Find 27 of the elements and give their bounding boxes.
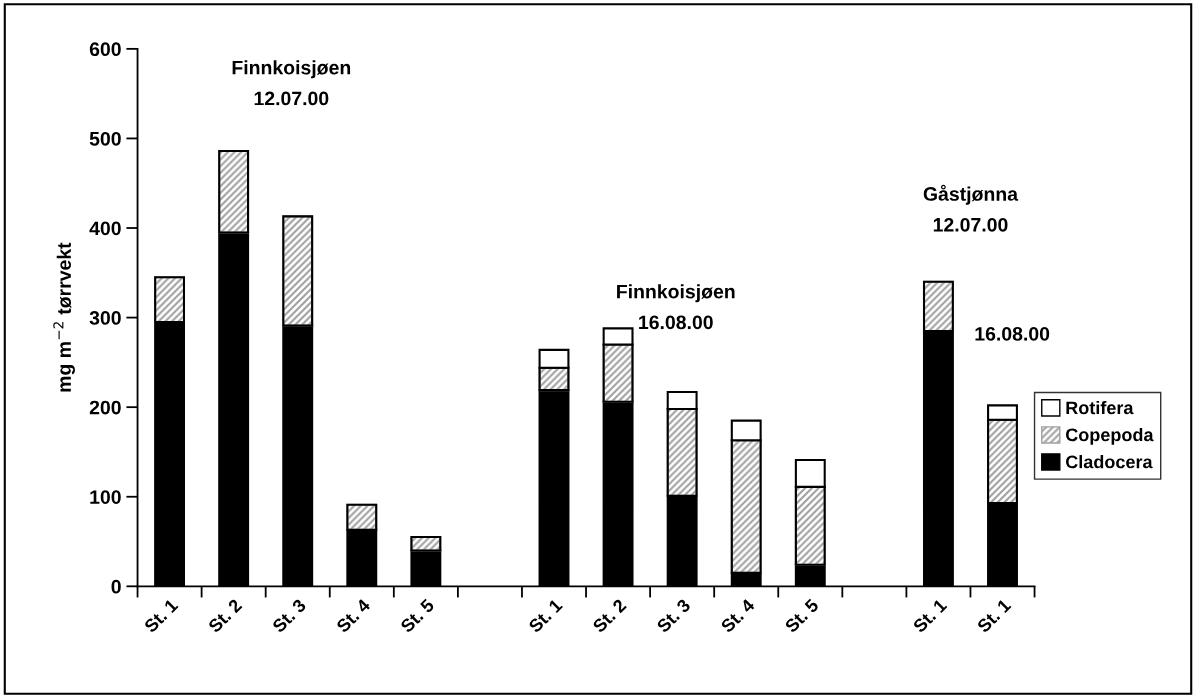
y-tick-label: 600 xyxy=(89,42,121,57)
x-tick-label: St. 3 xyxy=(655,598,692,634)
y-tick-label: 100 xyxy=(90,490,121,504)
x-tick-label: St. 4 xyxy=(335,597,372,634)
annotation: Gåstjønna 12.07.00 xyxy=(923,184,1019,232)
y-axis-title: mg m$^{−2}$ tørrvekt xyxy=(53,242,75,392)
y-tick-label: 200 xyxy=(89,400,121,415)
legend-label: Copepoda xyxy=(1065,428,1154,445)
annotation: Finnkoisjøen 12.07.00 xyxy=(232,60,351,106)
x-tick-label: St. 5 xyxy=(784,598,820,634)
legend-label: Rotifera xyxy=(1066,400,1134,415)
x-tick-label: St. 1 xyxy=(143,598,179,634)
legend-label: Cladocera xyxy=(1065,455,1153,469)
x-tick-label: St. 1 xyxy=(527,598,564,634)
x-tick-label: St. 4 xyxy=(719,597,756,634)
x-tick-label: St. 1 xyxy=(912,598,948,634)
y-tick-label: 300 xyxy=(89,311,121,325)
x-tick-label: St. 5 xyxy=(399,598,435,634)
y-tick-label: 0 xyxy=(111,579,121,594)
x-tick-label: St. 1 xyxy=(976,598,1012,634)
x-tick-label: St. 3 xyxy=(271,598,307,634)
annotation: Finnkoisjøen 16.08.00 xyxy=(617,284,735,330)
annotation: 16.08.00 xyxy=(975,326,1050,341)
y-tick-label: 500 xyxy=(89,131,121,146)
y-tick-label: 400 xyxy=(89,221,121,236)
x-tick-label: St. 2 xyxy=(207,598,243,634)
x-tick-label: St. 2 xyxy=(591,598,627,634)
